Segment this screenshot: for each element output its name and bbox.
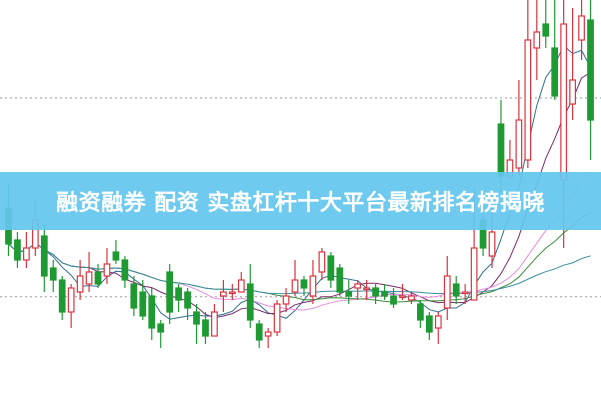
candle-down xyxy=(425,315,433,333)
candle-down xyxy=(542,23,550,37)
candle-down xyxy=(587,19,594,121)
candle-up xyxy=(85,271,93,285)
candle-down xyxy=(112,251,120,261)
candle-down xyxy=(148,295,156,329)
candle-down xyxy=(246,283,254,321)
candle-up xyxy=(443,275,451,309)
candle-up xyxy=(291,279,299,293)
candle-up xyxy=(488,231,496,257)
candle-down xyxy=(497,123,505,177)
candle-up xyxy=(237,279,245,293)
candle-up xyxy=(515,119,523,169)
candle-down xyxy=(202,319,209,337)
candle-down xyxy=(336,267,344,293)
candle-up xyxy=(273,303,281,333)
candle-down xyxy=(94,271,102,285)
candle-down xyxy=(184,291,191,309)
candle-down xyxy=(372,287,379,297)
candle-up xyxy=(228,291,236,295)
candle-up xyxy=(282,295,290,305)
candle-down xyxy=(300,279,308,289)
candle-up xyxy=(23,247,30,261)
candle-up xyxy=(354,283,362,289)
candle-down xyxy=(49,267,57,281)
headline-banner: 融资融券 配资 实盘杠杆十大平台最新排名榜揭晓 xyxy=(0,172,601,230)
candle-down xyxy=(14,239,21,261)
candle-up xyxy=(363,287,371,291)
candle-up xyxy=(408,295,415,301)
candle-down xyxy=(175,287,182,301)
candle-down xyxy=(345,291,353,297)
candle-up xyxy=(103,263,111,277)
candle-up xyxy=(76,275,84,293)
candle-up xyxy=(211,311,218,337)
candle-down xyxy=(121,259,129,281)
candle-up xyxy=(524,39,532,161)
candle-down xyxy=(130,283,138,309)
candle-down xyxy=(452,283,460,297)
candle-up xyxy=(533,31,541,49)
candle-up xyxy=(264,331,272,337)
candle-down xyxy=(327,255,335,281)
candle-up xyxy=(434,315,442,329)
candle-down xyxy=(417,303,424,321)
candle-up xyxy=(399,295,406,299)
candle-up xyxy=(578,15,585,41)
candle-up xyxy=(309,275,317,297)
candle-up xyxy=(461,291,469,295)
candle-up xyxy=(220,291,227,297)
candle-down xyxy=(390,295,397,305)
candle-down xyxy=(166,271,174,313)
candle-up xyxy=(569,79,576,105)
candle-up xyxy=(560,23,568,181)
headline-text: 融资融券 配资 实盘杠杆十大平台最新排名榜揭晓 xyxy=(56,191,545,216)
candle-down xyxy=(381,291,388,297)
candle-down xyxy=(58,279,66,313)
candle-up xyxy=(67,287,75,313)
candle-down xyxy=(157,323,165,333)
candle-up xyxy=(470,247,478,301)
candle-down xyxy=(255,323,263,341)
candle-down xyxy=(139,291,147,317)
candle-down xyxy=(40,235,48,277)
candle-down xyxy=(551,47,559,97)
candle-up xyxy=(318,251,326,273)
candle-down xyxy=(193,311,200,325)
moving-average-line-5 xyxy=(8,44,591,320)
